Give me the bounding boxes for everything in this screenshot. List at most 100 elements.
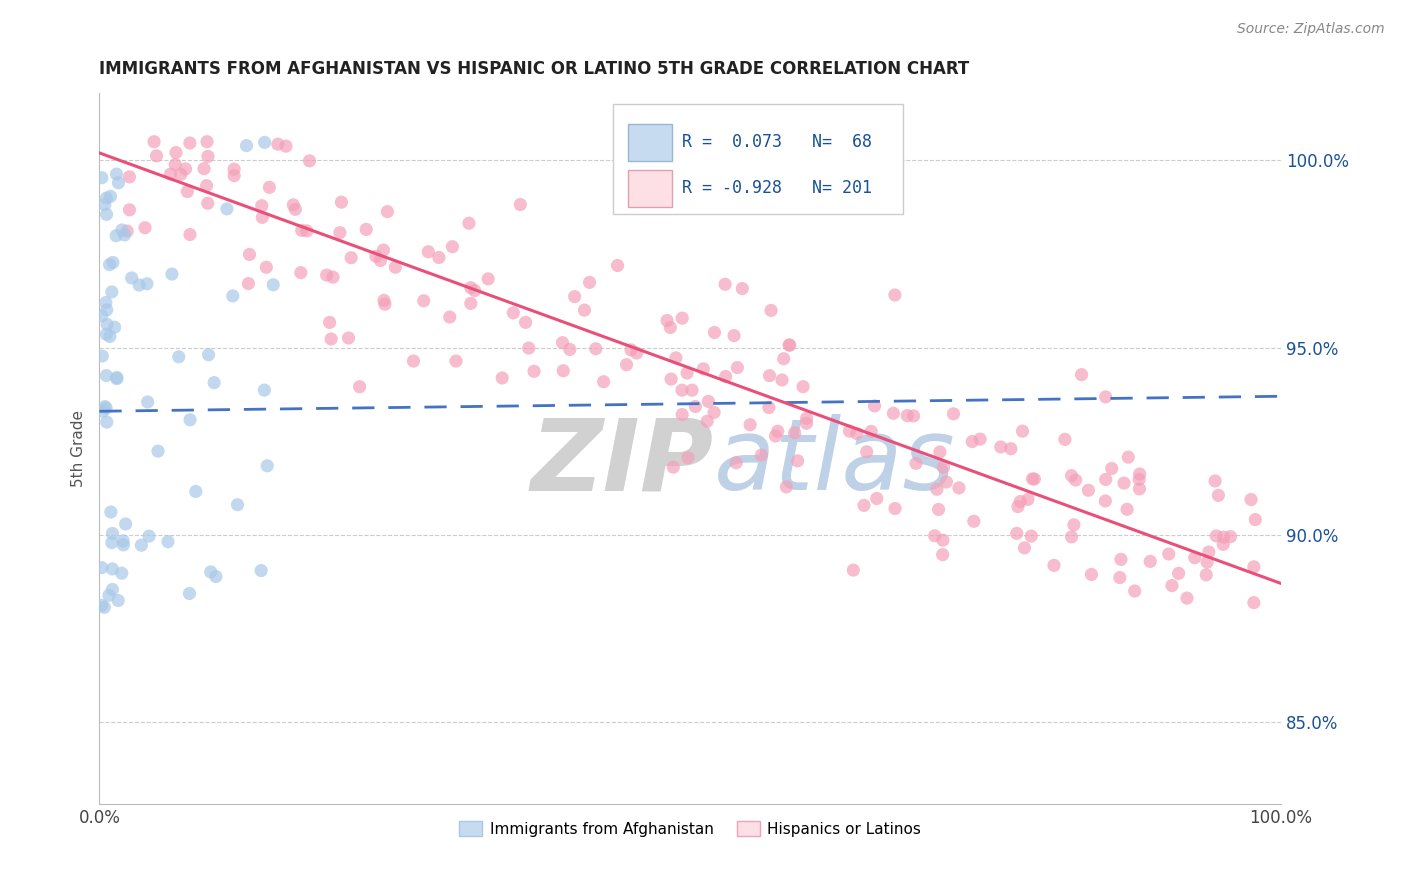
Point [96,368,118,383]
Point [195,178,218,193]
Point [250,199,273,213]
Point [179,413,201,427]
Point [167,350,190,364]
Point [115,224,138,238]
Point [460,281,482,295]
Point [330,195,353,210]
Point [370,253,392,268]
Point [1204,474,1226,488]
Point [354,222,377,236]
Point [134,220,156,235]
Point [98,588,121,602]
Point [176,185,198,199]
Point [90,599,112,613]
Point [792,379,814,393]
Point [441,240,464,254]
Point [205,569,228,583]
Point [883,288,905,302]
Point [193,161,215,176]
Point [725,456,748,470]
Point [364,249,387,263]
Point [1101,461,1123,475]
FancyBboxPatch shape [613,103,903,214]
Point [551,335,574,350]
Point [136,277,159,291]
Point [671,383,693,397]
Point [1157,547,1180,561]
Point [860,425,883,439]
Point [90,309,112,323]
Point [114,516,136,531]
Point [703,326,725,340]
Point [101,582,124,597]
Point [179,586,201,600]
Point [224,162,246,177]
Point [925,482,948,496]
Point [184,484,207,499]
Point [295,224,318,238]
Point [1167,566,1189,581]
Point [932,460,955,475]
Bar [627,169,672,207]
Point [202,376,225,390]
Point [838,424,860,438]
Point [165,158,187,172]
Point [1080,567,1102,582]
Point [98,258,121,272]
Point [786,454,808,468]
Point [758,401,780,415]
Point [1212,530,1234,544]
Point [444,354,467,368]
Point [714,369,737,384]
Point [224,169,246,183]
Point [418,244,440,259]
Point [1077,483,1099,498]
Text: R =  0.073   N=  68: R = 0.073 N= 68 [682,133,872,151]
Point [284,202,307,217]
Point [1019,529,1042,543]
Point [1129,467,1152,481]
Point [616,358,638,372]
Point [853,499,876,513]
Point [340,251,363,265]
Point [770,373,793,387]
Point [723,328,745,343]
Point [1112,476,1135,491]
Point [104,320,127,334]
Point [1128,472,1150,486]
Point [662,460,685,475]
Point [1010,494,1032,508]
Point [1175,591,1198,606]
Point [696,414,718,428]
Point [931,548,953,562]
Point [100,189,122,203]
Point [509,197,531,211]
Point [1205,529,1227,543]
Point [775,480,797,494]
Point [842,563,865,577]
Point [1011,424,1033,438]
Point [564,290,586,304]
Point [91,404,114,418]
Point [274,139,297,153]
Point [329,226,352,240]
Point [903,409,925,423]
Point [101,562,124,576]
Point [101,285,124,299]
Point [160,267,183,281]
Point [131,538,153,552]
Point [170,167,193,181]
Point [165,145,187,160]
Point [1208,488,1230,502]
Point [179,227,201,242]
Point [121,271,143,285]
Point [1094,473,1116,487]
Point [558,343,581,357]
Point [779,338,801,352]
Point [412,293,434,308]
Point [90,560,112,574]
Point [118,202,141,217]
Point [254,260,277,275]
Point [291,223,314,237]
Point [845,426,868,441]
